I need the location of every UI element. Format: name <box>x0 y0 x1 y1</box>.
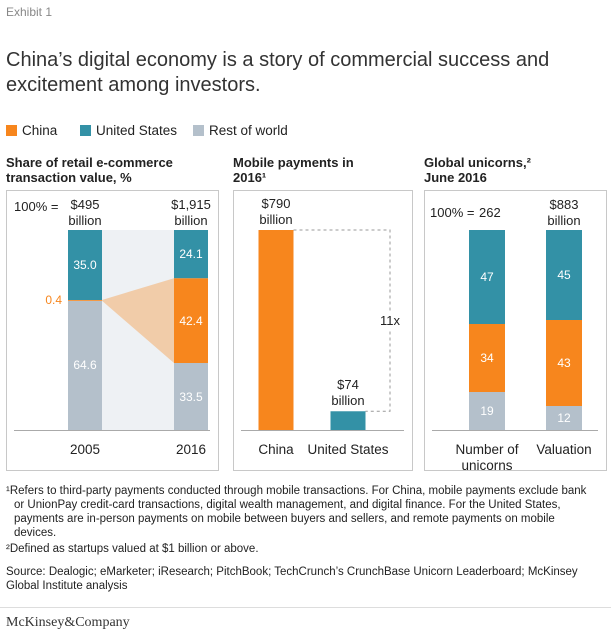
category-label: 2016 <box>175 442 207 457</box>
category-label: Valuation <box>536 442 592 457</box>
bar-segment <box>546 230 582 320</box>
legend-swatch <box>80 125 91 136</box>
value-label: 45 <box>557 268 571 282</box>
exhibit-label: Exhibit 1 <box>6 5 53 19</box>
legend-swatch <box>6 125 17 136</box>
page-title: China’s digital economy is a story of co… <box>6 49 550 96</box>
bar-segment <box>68 230 102 300</box>
legend-label: United States <box>96 123 178 138</box>
value-label: 24.1 <box>179 247 203 262</box>
category-label: United States <box>307 442 389 457</box>
total-prefix: 100% = <box>14 199 59 214</box>
ratio-bg <box>376 311 404 330</box>
value-label: 0.4 <box>45 293 62 308</box>
bar-segment <box>174 278 208 363</box>
legend-label: China <box>22 123 58 138</box>
bar-segment <box>469 230 505 324</box>
share-connector <box>102 278 174 363</box>
value-label: 43 <box>557 356 571 370</box>
bar <box>258 230 294 430</box>
panel-title: Global unicorns,² June 2016 <box>424 155 531 185</box>
total-label: $495 billion <box>68 197 102 228</box>
bar-segment <box>68 300 102 430</box>
legend-label: Rest of world <box>209 123 288 138</box>
bar-segment <box>174 363 208 430</box>
total-label: $1,915 billion <box>171 197 211 228</box>
brand-logo: McKinsey&Company <box>6 615 130 630</box>
panel-title: Share of retail e-commerce transaction v… <box>6 155 173 185</box>
category-label: 2005 <box>69 442 101 457</box>
bar <box>330 411 366 430</box>
value-label: 35.0 <box>73 258 97 272</box>
value-label: $74 billion <box>331 377 365 409</box>
comparison-band <box>102 230 174 430</box>
bar-segment <box>469 392 505 430</box>
value-label: 12 <box>557 411 571 425</box>
value-label: $790 billion <box>259 196 293 227</box>
legend-swatch <box>193 125 204 136</box>
bar-segment <box>68 300 102 301</box>
value-label: 42.4 <box>179 313 203 328</box>
footnote: ²Defined as startups valued at $1 billio… <box>6 543 259 555</box>
panel-frame <box>424 190 607 471</box>
total-label: 262 <box>479 205 501 220</box>
bar-segment <box>546 406 582 430</box>
panel-frame <box>233 190 413 471</box>
bar-segment <box>469 324 505 392</box>
panel-title: Mobile payments in 2016¹ <box>233 155 354 185</box>
bar-segment <box>546 320 582 406</box>
panel-frame <box>6 190 219 471</box>
footnote: ¹Refers to third-party payments conducte… <box>6 485 587 539</box>
category-label: China <box>258 442 294 457</box>
value-label: 34 <box>480 351 494 365</box>
value-label: 64.6 <box>73 358 97 373</box>
total-prefix: 100% = <box>430 205 475 220</box>
category-label: Number of unicorns <box>455 442 519 473</box>
value-label: 19 <box>480 404 494 418</box>
value-label: 33.5 <box>179 389 203 404</box>
source-note: Source: Dealogic; eMarketer; iResearch; … <box>6 566 578 592</box>
ratio-annotation: 11x <box>380 312 400 328</box>
bar-segment <box>174 230 208 279</box>
total-label: $883 billion <box>547 197 581 228</box>
value-label: 47 <box>480 270 494 284</box>
